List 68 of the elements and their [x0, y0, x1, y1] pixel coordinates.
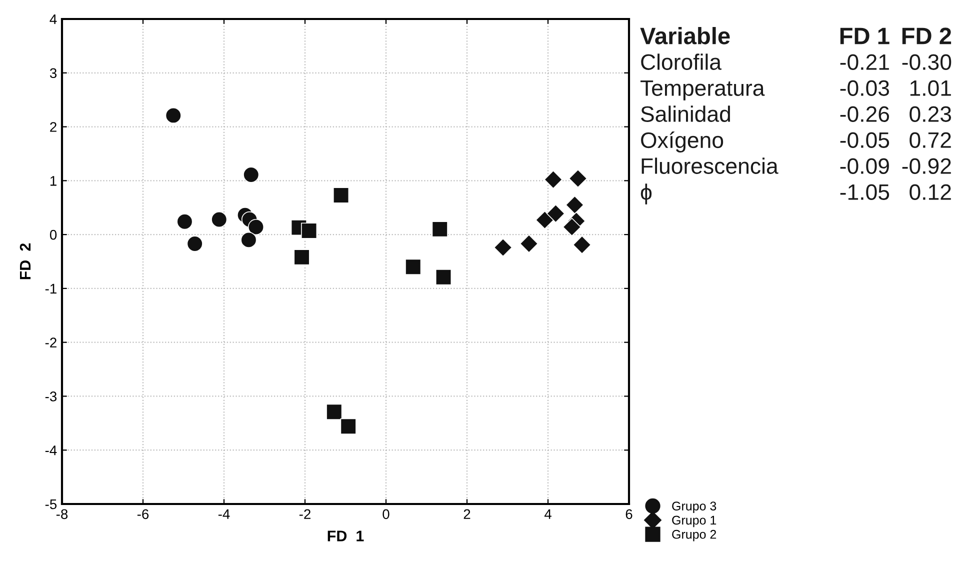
legend-label: Grupo 3 [672, 502, 716, 513]
point [568, 169, 588, 188]
point [572, 236, 592, 254]
x-tick-label: 0 [382, 509, 390, 520]
text: -0.92 [902, 158, 951, 174]
y-tick-label: 2 [50, 122, 56, 132]
y-tick-label: 1 [50, 176, 56, 186]
text: Clorofila [641, 54, 722, 70]
x-tick-label: -6 [137, 509, 149, 520]
y-tick-label: -1 [45, 284, 56, 294]
text: -0.26 [840, 106, 890, 122]
text: Temperatura [640, 80, 765, 100]
text: 1.01 [910, 80, 951, 96]
point [536, 210, 554, 230]
text: -0.05 [840, 132, 890, 148]
y-tick-label: -5 [45, 499, 57, 510]
text: Oxígeno [641, 132, 724, 152]
y-tick-label: -4 [45, 446, 57, 456]
text: 0.12 [910, 184, 951, 200]
text: Salinidad [641, 106, 730, 122]
text: FD 2 [902, 28, 952, 44]
point [494, 238, 512, 257]
legend-label: Grupo 1 [672, 516, 716, 528]
x-axis-title: FD 1 [328, 530, 364, 542]
x-tick-label: -4 [218, 509, 230, 519]
x-tick-label: 2 [464, 509, 470, 519]
legend-label: Grupo 2 [672, 530, 716, 542]
text: -0.03 [840, 80, 890, 96]
text: Variable [640, 26, 730, 44]
point [186, 236, 203, 252]
point [300, 222, 318, 239]
point [562, 218, 582, 236]
y-tick-label: -3 [45, 392, 57, 402]
x-tick-label: -2 [299, 509, 310, 519]
point [544, 170, 563, 189]
point [243, 166, 260, 183]
point [565, 196, 584, 214]
point [326, 404, 342, 420]
x-tick-label: 6 [626, 509, 632, 520]
text: 0.72 [910, 132, 951, 148]
point [432, 221, 448, 238]
point [332, 187, 350, 204]
text: -1.05 [840, 184, 890, 200]
point [176, 214, 193, 230]
y-tick-label: 0 [50, 230, 57, 240]
point [520, 234, 538, 253]
text: -0.21 [840, 54, 889, 70]
point [240, 232, 257, 248]
point [405, 258, 422, 275]
y-tick-label: 3 [50, 68, 57, 78]
text: -0.09 [840, 158, 889, 174]
y-tick-label: 4 [50, 14, 57, 24]
y-tick-label: -2 [45, 338, 56, 348]
point [211, 211, 228, 228]
text: Fluorescencia [642, 158, 778, 174]
point [294, 249, 310, 266]
x-tick-label: 4 [544, 509, 552, 519]
point [435, 269, 452, 286]
point [165, 107, 182, 124]
text: 0.23 [910, 106, 952, 122]
text: ϕ [640, 184, 652, 204]
y-axis-title: FD 2 [20, 243, 31, 280]
point [340, 418, 356, 434]
text: FD 1 [840, 28, 890, 44]
point [546, 204, 565, 223]
text: -0.30 [902, 54, 952, 70]
x-tick-label: -8 [56, 509, 68, 520]
point [248, 218, 264, 236]
